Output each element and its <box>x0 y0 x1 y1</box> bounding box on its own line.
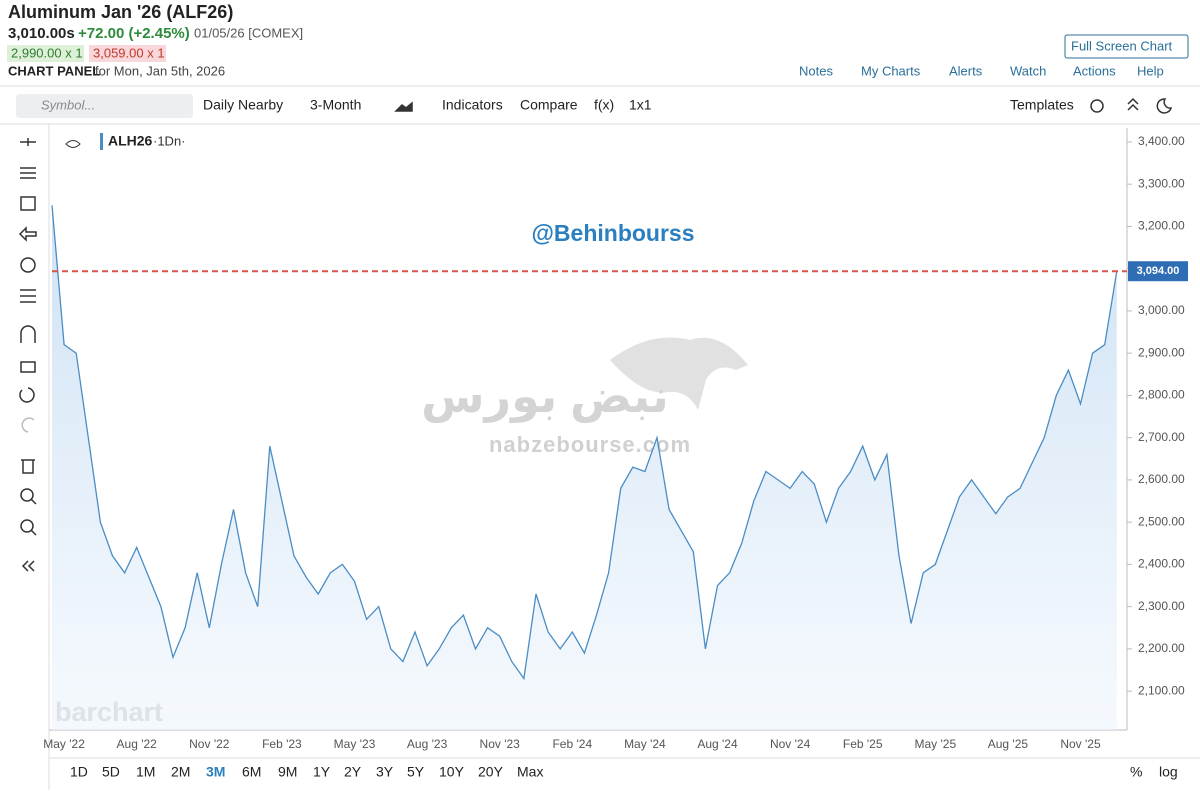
period-button[interactable]: 5D <box>102 764 120 780</box>
y-tick-label: 2,300.00 <box>1138 599 1185 613</box>
toolbar-item[interactable]: 1x1 <box>629 97 652 113</box>
y-tick-label: 2,900.00 <box>1138 345 1185 359</box>
nav-link[interactable]: Watch <box>1010 63 1046 78</box>
period-button[interactable]: 10Y <box>439 764 465 780</box>
watermark-logo: نبض بورس <box>421 370 669 423</box>
x-tick-label: Aug '24 <box>697 737 738 751</box>
nav-link[interactable]: My Charts <box>861 63 921 78</box>
drawing-tools[interactable] <box>18 138 37 572</box>
toolbar-item[interactable]: Indicators <box>442 97 503 113</box>
toolbar-item[interactable]: f(x) <box>594 97 614 113</box>
period-button[interactable]: 2Y <box>344 764 362 780</box>
symbol-input[interactable] <box>16 94 193 118</box>
reference-label: 3,094.00 <box>1137 265 1180 277</box>
y-tick-label: 3,000.00 <box>1138 303 1185 317</box>
legend-eye <box>65 140 81 148</box>
toolbar-item[interactable]: Compare <box>520 97 578 113</box>
period-button[interactable]: Max <box>517 764 543 780</box>
period-button[interactable]: 3M <box>206 764 225 780</box>
nav-link[interactable]: Help <box>1137 63 1164 78</box>
x-tick-label: Aug '23 <box>407 737 448 751</box>
y-tick-label: 2,500.00 <box>1138 514 1185 528</box>
panel-date: for Mon, Jan 5th, 2026 <box>95 63 225 78</box>
legend-name: ALH26 <box>108 133 153 149</box>
toolbar-item[interactable]: Daily Nearby <box>203 97 283 113</box>
y-tick-label: 2,600.00 <box>1138 472 1185 486</box>
toolbar-item[interactable]: 3-Month <box>310 97 361 113</box>
period-button[interactable]: 20Y <box>478 764 504 780</box>
y-tick-label: 3,300.00 <box>1138 176 1185 190</box>
bid-box <box>7 45 84 62</box>
x-tick-label: May '22 <box>43 737 85 751</box>
x-tick-label: Nov '24 <box>770 737 811 751</box>
price-area <box>52 205 1117 731</box>
full-screen-label[interactable]: Full Screen Chart <box>1071 38 1173 53</box>
y-tick-label: 2,400.00 <box>1138 557 1185 571</box>
period-button[interactable]: 1D <box>70 764 88 780</box>
full-screen-button[interactable] <box>1064 34 1189 59</box>
watermark-bull <box>610 337 748 410</box>
x-tick-label: Nov '22 <box>189 737 230 751</box>
nav-link[interactable]: Alerts <box>949 63 983 78</box>
ask: 3,059.00 x 1 <box>93 45 165 60</box>
nav-link[interactable]: Notes <box>799 63 833 78</box>
legend-interval: ·1Dn· <box>153 133 186 148</box>
change: +72.00 (+2.45%) <box>78 25 190 42</box>
x-tick-label: Feb '24 <box>552 737 592 751</box>
period-button[interactable]: 6M <box>242 764 261 780</box>
log-toggle[interactable]: log <box>1159 764 1178 780</box>
symbol-placeholder: Symbol... <box>41 97 95 112</box>
period-button[interactable]: 2M <box>171 764 190 780</box>
last-price: 3,010.00s <box>8 25 75 42</box>
price-line <box>51 205 1118 681</box>
y-tick-label: 3,400.00 <box>1138 134 1185 148</box>
x-tick-label: Feb '23 <box>262 737 302 751</box>
period-button[interactable]: 1Y <box>313 764 331 780</box>
x-tick-label: Aug '25 <box>988 737 1029 751</box>
x-tick-label: May '23 <box>334 737 376 751</box>
title: Aluminum Jan '26 (ALF26) <box>8 2 233 22</box>
bid: 2,990.00 x 1 <box>11 45 83 60</box>
x-tick-label: Nov '23 <box>480 737 521 751</box>
y-tick-label: 2,200.00 <box>1138 641 1185 655</box>
date-exchange: 01/05/26 [COMEX] <box>194 25 303 40</box>
period-button[interactable]: 9M <box>278 764 297 780</box>
y-tick-label: 2,800.00 <box>1138 388 1185 402</box>
period-button[interactable]: 5Y <box>407 764 425 780</box>
nav-link[interactable]: Actions <box>1073 63 1116 78</box>
percent-toggle[interactable]: % <box>1130 764 1142 780</box>
x-tick-label: Aug '22 <box>117 737 158 751</box>
y-tick-label: 2,700.00 <box>1138 430 1185 444</box>
y-tick-label: 3,200.00 <box>1138 219 1185 233</box>
panel-label: CHART PANEL <box>8 63 100 78</box>
x-tick-label: May '25 <box>914 737 956 751</box>
ask-box <box>89 45 166 62</box>
templates[interactable]: Templates <box>1010 97 1074 113</box>
period-button[interactable]: 1M <box>136 764 155 780</box>
x-tick-label: May '24 <box>624 737 666 751</box>
watermark-handle: @Behinbourss <box>532 220 695 246</box>
y-tick-label: 2,100.00 <box>1138 683 1185 697</box>
watermark-site: nabzebourse.com <box>489 432 691 457</box>
x-tick-label: Nov '25 <box>1060 737 1101 751</box>
legend-swatch <box>100 133 103 150</box>
reference-label-box <box>1128 261 1188 282</box>
x-tick-label: Feb '25 <box>843 737 883 751</box>
period-button[interactable]: 3Y <box>376 764 394 780</box>
